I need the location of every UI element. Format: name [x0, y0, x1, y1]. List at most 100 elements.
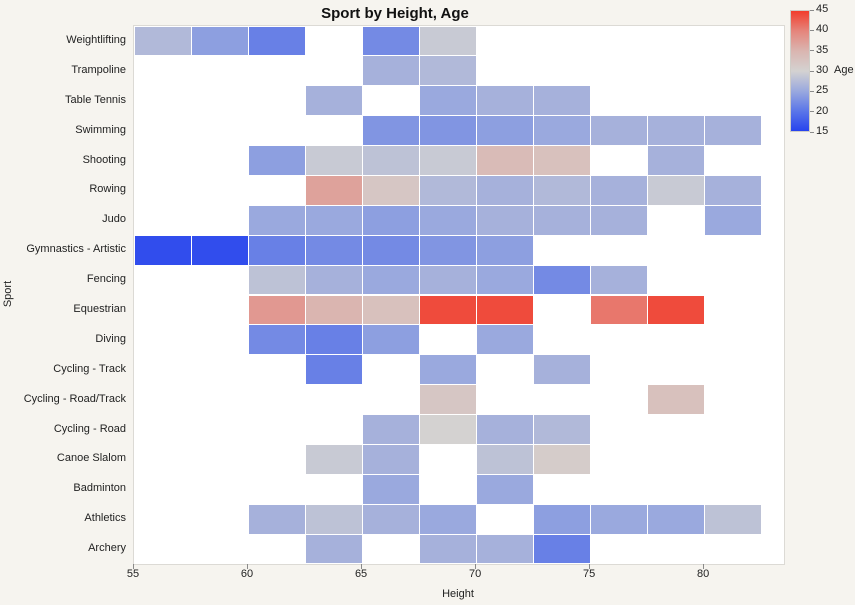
heatmap-cell: [362, 26, 419, 56]
heatmap-cell: [419, 146, 476, 175]
heatmap-cell: [305, 86, 362, 116]
heatmap-cell: [362, 295, 419, 325]
colorbar-tick-mark: [810, 111, 814, 113]
heatmap-cell: [533, 205, 590, 235]
heatmap-cell: [248, 26, 305, 56]
y-tick-label: Weightlifting: [66, 33, 126, 46]
heatmap-cell: [305, 355, 362, 385]
heatmap-cell: [476, 146, 533, 175]
heatmap-cell: [533, 175, 590, 205]
heatmap-cell: [362, 474, 419, 504]
heatmap-cell: [476, 415, 533, 444]
heatmap-cell: [419, 355, 476, 385]
colorbar-tick-label: 25: [816, 84, 829, 97]
x-tick-label: 65: [354, 568, 368, 580]
heatmap-cell: [248, 504, 305, 534]
x-tick-label: 60: [240, 568, 254, 580]
heatmap-cell: [647, 504, 704, 534]
heatmap-cell: [362, 444, 419, 474]
heatmap-cell: [419, 235, 476, 265]
x-tick-mark: [703, 564, 705, 569]
y-tick-label: Archery: [88, 542, 126, 555]
heatmap-cell: [305, 295, 362, 325]
heatmap-cell: [362, 175, 419, 205]
heatmap-cell: [590, 205, 647, 235]
heatmap-cell: [362, 205, 419, 235]
heatmap-cell: [362, 146, 419, 175]
heatmap-cell: [704, 116, 761, 146]
heatmap-cell: [248, 205, 305, 235]
x-axis-title: Height: [442, 588, 474, 600]
colorbar-tick-mark: [810, 50, 814, 52]
heatmap-cell: [305, 534, 362, 564]
heatmap-cell: [476, 444, 533, 474]
colorbar-tick-label: 40: [816, 23, 829, 36]
plot-area: [133, 25, 785, 565]
heatmap-cell: [305, 175, 362, 205]
heatmap-cell: [647, 385, 704, 415]
heatmap-cell: [362, 325, 419, 355]
x-tick-label: 80: [697, 568, 710, 580]
heatmap-cell: [476, 175, 533, 205]
y-tick-label: Athletics: [84, 512, 126, 525]
heatmap-cell: [533, 86, 590, 116]
heatmap-cell: [647, 175, 704, 205]
heatmap-cell: [647, 295, 704, 325]
heatmap-cell: [533, 534, 590, 564]
heatmap-cell: [191, 235, 248, 265]
heatmap-cell: [647, 146, 704, 175]
heatmap-cell: [704, 205, 761, 235]
heatmap-cell: [362, 116, 419, 146]
heatmap-cell: [305, 205, 362, 235]
heatmap-cell: [305, 444, 362, 474]
heatmap-cell: [305, 265, 362, 295]
heatmap-cell: [248, 295, 305, 325]
heatmap-cell: [704, 175, 761, 205]
heatmap-cell: [305, 325, 362, 355]
y-tick-label: Canoe Slalom: [56, 452, 126, 465]
heatmap-cell: [476, 235, 533, 265]
chart-title: Sport by Height, Age: [321, 5, 469, 22]
heatmap-cell: [305, 504, 362, 534]
heatmap-cell: [647, 116, 704, 146]
heatmap-cell: [590, 295, 647, 325]
heatmap-cell: [362, 235, 419, 265]
heatmap-cell: [590, 504, 647, 534]
heatmap-cell: [419, 534, 476, 564]
heatmap-cell: [362, 56, 419, 86]
heatmap-cell: [533, 415, 590, 444]
heatmap-cell: [533, 265, 590, 295]
heatmap-cell: [590, 175, 647, 205]
heatmap-cell: [419, 86, 476, 116]
colorbar-tick-mark: [810, 90, 814, 92]
y-tick-label: Trampoline: [71, 63, 126, 76]
y-tick-label: Cycling - Track: [53, 362, 126, 375]
heatmap-cell: [419, 295, 476, 325]
heatmap-cell: [248, 265, 305, 295]
colorbar-tick-label: 30: [816, 64, 829, 76]
colorbar-title: Age: [834, 64, 854, 76]
heatmap-cell: [362, 265, 419, 295]
heatmap-cell: [476, 86, 533, 116]
x-tick-label: 55: [126, 568, 140, 580]
colorbar-tick-mark: [810, 9, 814, 11]
y-tick-label: Cycling - Road/Track: [23, 392, 126, 405]
heatmap-cell: [419, 504, 476, 534]
heatmap-cell: [476, 534, 533, 564]
heatmap-cell: [590, 116, 647, 146]
heatmap-cell: [419, 205, 476, 235]
heatmap-cell: [533, 146, 590, 175]
heatmap-cell: [533, 116, 590, 146]
heatmap-cell: [248, 146, 305, 175]
colorbar-tick-mark: [810, 131, 814, 133]
y-tick-label: Judo: [102, 213, 126, 226]
heatmap-cell: [419, 26, 476, 56]
x-tick-mark: [133, 564, 134, 569]
colorbar-tick-mark: [810, 70, 814, 72]
y-tick-label: Equestrian: [73, 302, 126, 315]
y-tick-label: Gymnastics - Artistic: [26, 243, 126, 256]
colorbar-tick-mark: [810, 29, 814, 31]
x-tick-label: 70: [468, 568, 482, 580]
heatmap-cell: [419, 265, 476, 295]
heatmap-cell: [476, 474, 533, 504]
